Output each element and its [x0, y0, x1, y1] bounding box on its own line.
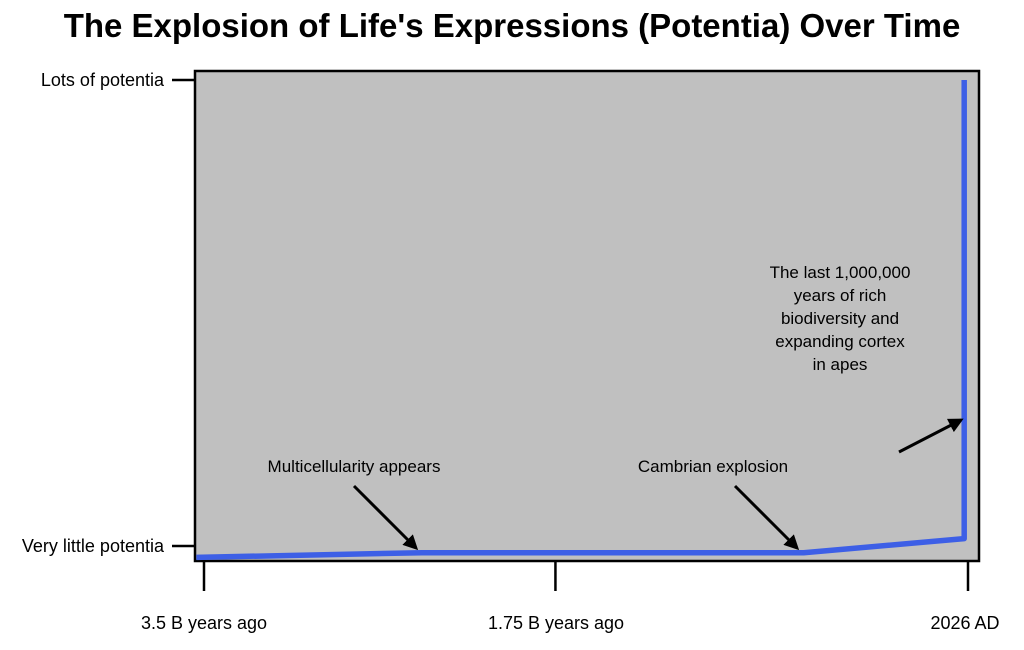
axes-layer: 3.5 B years ago 1.75 B years ago 2026 AD Ve…: [22, 70, 1000, 633]
x-tick-label: 1.75 B years ago: [488, 613, 624, 633]
x-tick-label: 2026 AD: [930, 613, 999, 633]
series-line: [196, 80, 967, 561]
plot-area: [193, 69, 981, 563]
annotation-text: Multicellularity appears: [268, 457, 441, 476]
annotation-text: in apes: [813, 355, 868, 374]
annotation-arrow: [352, 484, 419, 551]
annotation-text: The last 1,000,000: [770, 263, 911, 282]
chart-title: The Explosion of Life's Expressions (Pot…: [64, 7, 961, 44]
annotation-text: Cambrian explosion: [638, 457, 788, 476]
annotation-text: biodiversity and: [781, 309, 899, 328]
annotation-arrow: [733, 484, 800, 551]
x-tick-label: 3.5 B years ago: [141, 613, 267, 633]
annotation-text: expanding cortex: [775, 332, 905, 351]
y-tick-label: Very little potentia: [22, 536, 165, 556]
annotation-layer: Multicellularity appears Cambrian explosi…: [268, 263, 964, 551]
annotation-text: years of rich: [794, 286, 887, 305]
y-tick-label: Lots of potentia: [41, 70, 165, 90]
series-layer: [196, 80, 967, 561]
annotation-arrow: [898, 418, 964, 454]
